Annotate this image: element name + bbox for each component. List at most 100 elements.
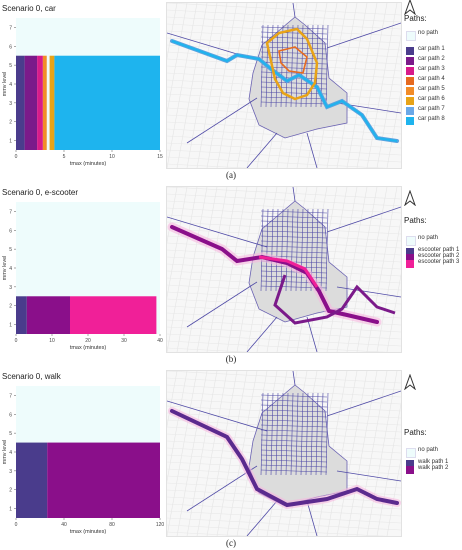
y-tick-label: 3 (9, 285, 12, 291)
x-tick-label: 0 (15, 522, 18, 528)
y-axis-label: mmv level (2, 256, 8, 281)
route-line (273, 274, 396, 325)
legend-escooter: Paths: no path escooter path 1 escooter pat… (400, 184, 462, 354)
legend-swatch (406, 236, 416, 246)
chart-title: Scenario 0, e-scooter (2, 188, 78, 197)
route-line (265, 27, 319, 101)
route-line (170, 409, 399, 508)
legend-label: car path 1 (418, 46, 445, 52)
panel-label-c: (c) (226, 538, 236, 548)
route-line (258, 255, 319, 288)
legend-swatch (406, 97, 414, 105)
legend-swatch (406, 57, 414, 65)
route-line (278, 46, 308, 74)
street-map (167, 3, 401, 168)
legend-label: no path (418, 447, 439, 453)
x-tick-label: 30 (121, 338, 127, 344)
bar-segment (16, 55, 25, 150)
panel-label-a: (a) (226, 170, 236, 180)
y-tick-label: 5 (9, 247, 12, 253)
bar-segment (37, 55, 43, 150)
y-tick-label: 4 (9, 82, 12, 88)
y-tick-label: 3 (9, 469, 12, 475)
y-tick-label: 4 (9, 450, 12, 456)
y-tick-label: 7 (9, 209, 12, 215)
legend-label: walk path 1 (418, 459, 449, 465)
legend-swatch (406, 31, 416, 41)
legend-title: Paths: (404, 428, 427, 437)
y-tick-label: 6 (9, 412, 12, 418)
x-axis-label: tmax (minutes) (70, 161, 107, 167)
legend-label: car path 8 (418, 116, 445, 122)
legend-swatch (406, 87, 414, 95)
y-tick-label: 3 (9, 101, 12, 107)
x-tick-label: 0 (15, 154, 18, 160)
street-map (167, 371, 401, 536)
legend-label: no path (418, 30, 439, 36)
legend-walk: Paths: no path walk path 1 walk path 2 (400, 368, 462, 538)
x-axis-label: tmax (minutes) (70, 529, 107, 535)
legend-swatch (406, 466, 414, 474)
legend-label: car path 6 (418, 96, 445, 102)
legend-label: car path 4 (418, 76, 445, 82)
legend-label: car path 5 (418, 86, 445, 92)
bar-segment (42, 55, 47, 150)
bar-segment (24, 55, 38, 150)
legend-swatch (406, 77, 414, 85)
x-tick-label: 10 (109, 154, 115, 160)
chart-title: Scenario 0, walk (2, 372, 62, 381)
y-tick-label: 2 (9, 120, 12, 126)
y-axis-label: mmv level (2, 72, 8, 97)
map-car (166, 2, 402, 169)
y-tick-label: 1 (9, 139, 12, 145)
x-axis-label: tmax (minutes) (70, 345, 107, 351)
panel-walk: Scenario 0, walk 1 2 3 4 5 6 7 0 40 80 120 tmax (min… (0, 368, 462, 550)
y-tick-label: 2 (9, 488, 12, 494)
x-tick-label: 40 (157, 338, 163, 344)
y-tick-label: 2 (9, 304, 12, 310)
north-arrow-icon (404, 374, 416, 390)
y-tick-label: 1 (9, 507, 12, 513)
y-tick-label: 7 (9, 393, 12, 399)
legend-swatch (406, 107, 414, 115)
street-map (167, 187, 401, 352)
legend-swatch (406, 460, 414, 468)
legend-label: car path 7 (418, 106, 445, 112)
legend-label: escooter path 1 (418, 247, 460, 253)
panel-label-b: (b) (225, 354, 237, 364)
x-tick-label: 120 (156, 522, 165, 528)
legend-label: no path (418, 235, 439, 241)
map-escooter (166, 186, 402, 353)
chart-car: Scenario 0, car 1 2 3 4 5 6 7 0 5 10 15 tmax (minute… (2, 4, 163, 167)
legend-swatch (406, 47, 414, 55)
legend-label: car path 3 (418, 66, 445, 72)
legend-swatch (406, 117, 414, 125)
legend-swatch (406, 260, 414, 268)
y-tick-label: 7 (9, 25, 12, 31)
legend-swatch (406, 248, 414, 256)
legend-swatch (406, 254, 414, 262)
route-line (171, 40, 398, 142)
y-tick-label: 6 (9, 44, 12, 50)
y-tick-label: 4 (9, 266, 12, 272)
x-tick-label: 0 (15, 338, 18, 344)
chart-walk: Scenario 0, walk 1 2 3 4 5 6 7 0 40 80 120 tmax (min… (2, 372, 165, 535)
y-tick-label: 1 (9, 323, 12, 329)
x-tick-label: 5 (63, 154, 66, 160)
legend-label: car path 2 (418, 56, 445, 62)
legend-label: escooter path 3 (418, 259, 460, 265)
y-tick-label: 6 (9, 228, 12, 234)
bar-segment (54, 55, 160, 150)
x-tick-label: 20 (85, 338, 91, 344)
north-arrow-icon (404, 190, 416, 206)
panel-escooter: Scenario 0, e-scooter 1 2 3 4 5 6 7 0 10 20 30 40 tma… (0, 184, 462, 366)
north-arrow-icon (404, 0, 416, 15)
chart-escooter: Scenario 0, e-scooter 1 2 3 4 5 6 7 0 10 20 30 40 tma… (2, 188, 163, 351)
legend-label: walk path 2 (418, 465, 449, 471)
map-walk (166, 370, 402, 537)
bar-segment (49, 55, 55, 150)
chart-title: Scenario 0, car (2, 4, 56, 13)
legend-label: escooter path 2 (418, 253, 460, 259)
bar-segment (16, 296, 27, 334)
y-axis-label: mmv level (2, 440, 8, 465)
